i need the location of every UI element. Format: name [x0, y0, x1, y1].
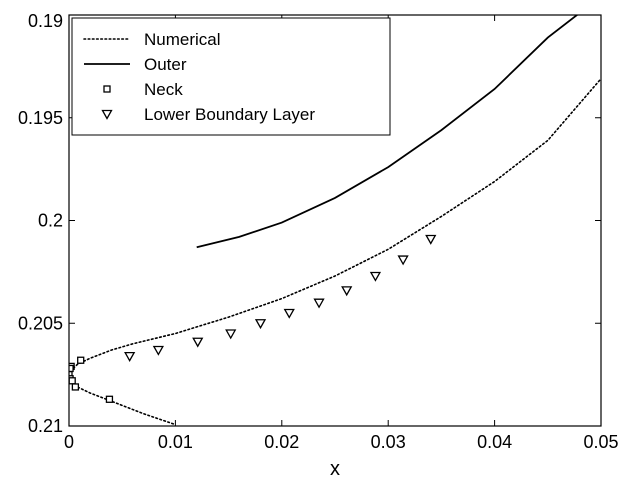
- legend-label: Numerical: [144, 30, 221, 49]
- legend-swatch: [103, 85, 111, 93]
- legend-swatch: [101, 109, 113, 120]
- boundary-layer-point: [397, 255, 409, 266]
- x-tick-label: 0.04: [477, 432, 512, 452]
- boundary-layer-point: [425, 234, 437, 245]
- legend: Numerical Outer Neck Lower Boundary Layer: [71, 17, 391, 136]
- y-tick-label: 0.195: [18, 108, 63, 128]
- y-tick-label: 0.21: [28, 416, 63, 436]
- x-tick-label: 0: [64, 432, 74, 452]
- neck-point: [69, 364, 74, 373]
- series-numerical-line: [69, 77, 601, 425]
- legend-box: [71, 17, 391, 136]
- boundary-layer-point: [254, 319, 267, 330]
- neck-point: [77, 356, 85, 364]
- boundary-layer-point: [225, 329, 237, 340]
- x-tick-label: 0.01: [158, 432, 193, 452]
- x-axis-title: x: [330, 458, 340, 480]
- boundary-layer-point: [341, 286, 353, 297]
- neck-point: [71, 383, 80, 391]
- x-tick-label: 0.05: [583, 432, 618, 452]
- y-tick-label: 0.205: [18, 313, 63, 333]
- boundary-layer-point: [283, 308, 295, 319]
- neck-point: [69, 370, 73, 379]
- neck-point: [105, 395, 114, 403]
- boundary-layer-point: [313, 298, 325, 309]
- legend-label: Outer: [144, 55, 187, 74]
- neck-point: [69, 377, 76, 385]
- boundary-layer-point: [152, 345, 164, 356]
- boundary-layer-point: [124, 351, 136, 362]
- y-tick-label: 0.2: [38, 211, 63, 231]
- axes-layer: 0 0.01 0.02 0.03 0.04 0.05 0.19 0.195 0.2 0.205 0.…: [18, 11, 619, 452]
- boundary-layer-point: [369, 271, 382, 282]
- legend-label: Neck: [144, 80, 183, 99]
- series-outer-line: [196, 15, 579, 249]
- x-tick-label: 0.02: [264, 432, 299, 452]
- boundary-layer-point: [192, 337, 204, 348]
- series-layer: [69, 15, 601, 425]
- x-tick-label: 0.03: [371, 432, 406, 452]
- legend-label: Lower Boundary Layer: [144, 105, 315, 124]
- y-tick-label: 0.19: [28, 11, 63, 31]
